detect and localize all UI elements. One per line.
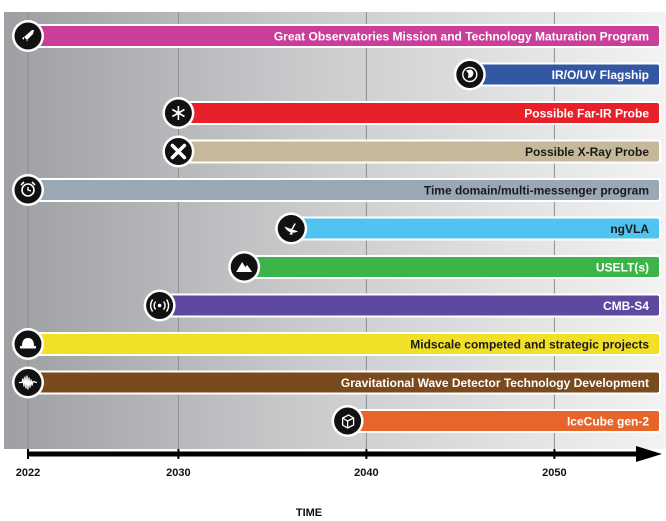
- bar-label: Possible Far-IR Probe: [524, 107, 649, 121]
- bar-fill: [28, 372, 659, 393]
- timeline-bar-great-observatories-mission-and-technology-maturation-program: Great Observatories Mission and Technolo…: [12, 20, 661, 52]
- bar-label: Midscale competed and strategic projects: [410, 338, 649, 352]
- timeline-bar-cmb-s4: CMB-S4: [143, 289, 661, 322]
- axis-arrowhead: [636, 446, 662, 462]
- bar-fill: [347, 411, 659, 431]
- tick-label-2030: 2030: [166, 467, 190, 479]
- bar-label: Possible X-Ray Probe: [525, 145, 649, 159]
- mountain-icon: [228, 251, 261, 283]
- timeline-bar-icecube-gen-2: IceCube gen-2: [331, 405, 661, 437]
- bar-fill: [28, 26, 659, 46]
- tick-label-2050: 2050: [542, 467, 566, 479]
- x-axis-title: TIME: [296, 507, 322, 519]
- bar-label: ngVLA: [610, 222, 649, 236]
- bars: Great Observatories Mission and Technolo…: [12, 20, 661, 437]
- bar-fill: [28, 180, 659, 200]
- bar-fill: [178, 141, 659, 162]
- xray-icon: [162, 135, 195, 168]
- time-axis: 2022 2030 2040 2050: [16, 446, 662, 479]
- tick-label-2022: 2022: [16, 467, 40, 479]
- radio-dish-icon: [275, 212, 308, 245]
- timeline-bar-ir-o-uv-flagship: IR/O/UV Flagship: [453, 58, 661, 91]
- bar-label: IR/O/UV Flagship: [552, 68, 649, 82]
- snowflake-icon: [162, 97, 195, 129]
- hard-hat-icon: [12, 328, 44, 360]
- bar-label: Time domain/multi-messenger program: [424, 184, 649, 198]
- bar-fill: [244, 257, 659, 277]
- bar-fill: [159, 295, 659, 316]
- bar-label: IceCube gen-2: [567, 415, 649, 429]
- bar-label: Gravitational Wave Detector Technology D…: [341, 376, 649, 390]
- bar-label: Great Observatories Mission and Technolo…: [274, 30, 649, 44]
- bar-label: CMB-S4: [603, 299, 649, 313]
- timeline-bar-uselt-s: USELT(s): [228, 251, 661, 283]
- waveform-icon: [12, 366, 44, 399]
- timeline-bar-time-domain-multi-messenger-program: Time domain/multi-messenger program: [12, 174, 661, 206]
- timeline-bar-possible-x-ray-probe: Possible X-Ray Probe: [162, 135, 661, 168]
- bar-fill: [469, 64, 659, 85]
- bar-fill: [291, 218, 659, 239]
- bar-fill: [28, 334, 659, 354]
- timeline-bar-gravitational-wave-detector-technology-development: Gravitational Wave Detector Technology D…: [12, 366, 661, 399]
- bar-label: USELT(s): [596, 261, 649, 275]
- alarm-clock-icon: [12, 174, 44, 206]
- rocket-icon: [12, 20, 44, 52]
- timeline-bar-ngvla: ngVLA: [275, 212, 661, 245]
- globe-icon: [453, 58, 486, 91]
- cube-icon: [331, 405, 364, 437]
- bar-fill: [178, 103, 659, 123]
- tick-label-2040: 2040: [354, 467, 378, 479]
- antenna-icon: [143, 289, 176, 322]
- timeline-bar-midscale-competed-and-strategic-projects: Midscale competed and strategic projects: [12, 328, 661, 360]
- timeline-bar-possible-far-ir-probe: Possible Far-IR Probe: [162, 97, 661, 129]
